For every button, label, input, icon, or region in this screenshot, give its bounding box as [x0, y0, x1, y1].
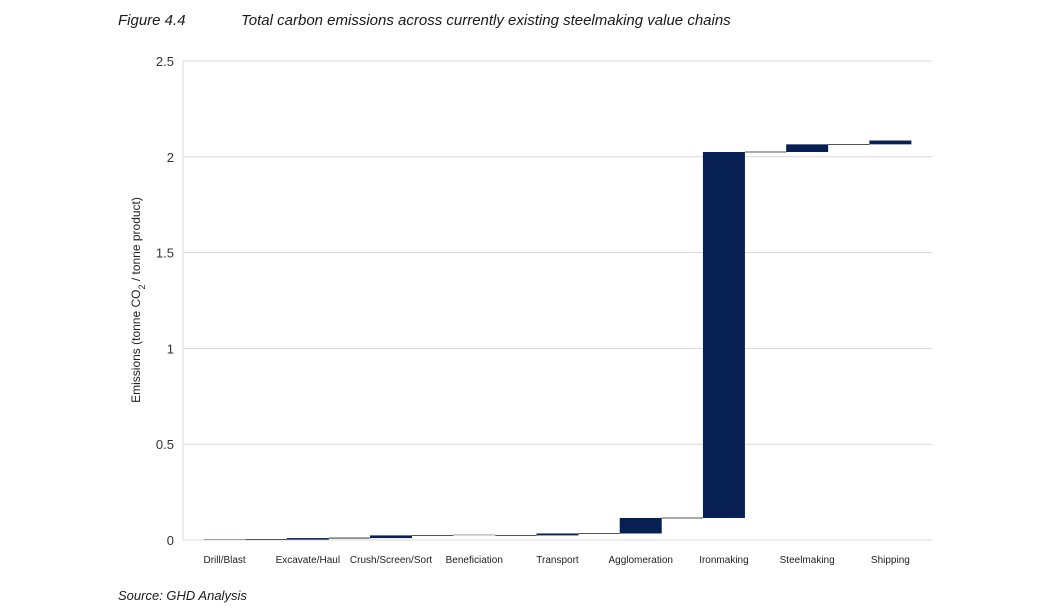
connector-lines: [245, 143, 870, 541]
x-tick-label: Agglomeration: [608, 555, 672, 566]
bar-beneficiation: [453, 534, 496, 536]
x-tick-label: Transport: [536, 555, 579, 566]
bar-steelmaking: [786, 144, 829, 153]
x-tick-label: Crush/Screen/Sort: [350, 555, 432, 566]
y-tick-label: 1.5: [156, 246, 174, 261]
bar-transport: [536, 533, 579, 536]
bar-shipping: [869, 140, 912, 145]
grid-lines: [182, 60, 932, 541]
y-axis-label-main: Emissions (tonne CO: [129, 290, 143, 403]
y-axis-label-unit: / tonne product): [129, 197, 143, 284]
bar-agglomeration: [619, 517, 662, 534]
y-tick-label: 1: [167, 341, 174, 356]
x-tick-label: Excavate/Haul: [276, 555, 340, 566]
y-axis-label: Emissions (tonne CO2 / tonne product): [129, 197, 147, 403]
y-tick-label: 2.5: [156, 54, 174, 69]
bars: [203, 140, 912, 540]
bar-excavate-haul: [286, 538, 329, 540]
x-tick-label: Steelmaking: [780, 555, 835, 566]
y-tick-label: 0: [167, 533, 174, 548]
x-tick-label: Beneficiation: [446, 555, 503, 566]
bar-ironmaking: [702, 152, 745, 518]
source-note: Source: GHD Analysis: [118, 588, 247, 603]
y-axis-label-subscript: 2: [137, 285, 147, 290]
figure-label: Figure 4.4: [118, 12, 186, 29]
y-tick-label: 2: [167, 150, 174, 165]
x-axis-labels: Drill/Blast Excavate/Haul Crush/Screen/Sor…: [203, 555, 909, 566]
y-tick-label: 0.5: [156, 437, 174, 452]
x-tick-label: Drill/Blast: [203, 555, 245, 566]
bar-drill-blast: [203, 539, 246, 540]
bar-crush-screen-sort: [370, 535, 413, 539]
x-tick-label: Ironmaking: [699, 555, 748, 566]
figure-title: Total carbon emissions across currently …: [241, 12, 731, 29]
y-axis-ticks: 0 0.5 1 1.5 2 2.5: [156, 54, 174, 548]
x-tick-label: Shipping: [871, 555, 910, 566]
